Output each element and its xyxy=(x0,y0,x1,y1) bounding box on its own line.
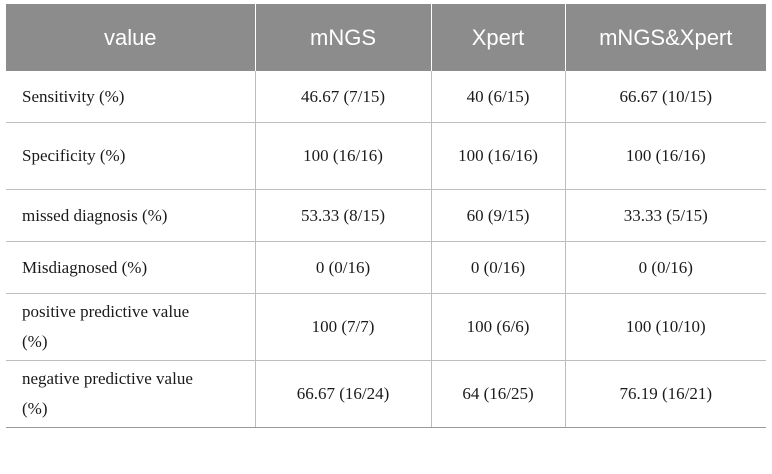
table-cell: 100 (16/16) xyxy=(255,122,432,190)
table-cell: 33.33 (5/15) xyxy=(565,189,766,242)
header-row: value mNGS Xpert mNGS&Xpert xyxy=(6,4,766,71)
table-cell: 46.67 (7/15) xyxy=(255,71,432,123)
table-row: positive predictive value (%) 100 (7/7) … xyxy=(6,293,766,361)
table-cell: 60 (9/15) xyxy=(431,189,566,242)
table-row: negative predictive value (%) 66.67 (16/… xyxy=(6,360,766,428)
row-label: positive predictive value (%) xyxy=(6,293,256,361)
row-label: Sensitivity (%) xyxy=(6,71,256,123)
header-cell-mngs: mNGS xyxy=(255,4,432,71)
table-cell: 40 (6/15) xyxy=(431,71,566,123)
diagnostic-performance-table: value mNGS Xpert mNGS&Xpert Sensitivity … xyxy=(6,4,766,428)
table-cell: 0 (0/16) xyxy=(565,241,766,294)
table-cell: 0 (0/16) xyxy=(431,241,566,294)
results-table-container: value mNGS Xpert mNGS&Xpert Sensitivity … xyxy=(6,4,766,428)
header-cell-value: value xyxy=(6,4,256,71)
table-cell: 100 (16/16) xyxy=(431,122,566,190)
table-row: missed diagnosis (%) 53.33 (8/15) 60 (9/… xyxy=(6,189,766,242)
row-label: Misdiagnosed (%) xyxy=(6,241,256,294)
header-cell-mngs-xpert: mNGS&Xpert xyxy=(565,4,766,71)
row-label: missed diagnosis (%) xyxy=(6,189,256,242)
table-row: Specificity (%) 100 (16/16) 100 (16/16) … xyxy=(6,122,766,190)
table-cell: 100 (10/10) xyxy=(565,293,766,361)
table-cell: 64 (16/25) xyxy=(431,360,566,428)
table-cell: 100 (7/7) xyxy=(255,293,432,361)
table-cell: 53.33 (8/15) xyxy=(255,189,432,242)
table-cell: 66.67 (16/24) xyxy=(255,360,432,428)
table-cell: 100 (6/6) xyxy=(431,293,566,361)
table-cell: 100 (16/16) xyxy=(565,122,766,190)
table-header: value mNGS Xpert mNGS&Xpert xyxy=(6,4,766,71)
table-row: Misdiagnosed (%) 0 (0/16) 0 (0/16) 0 (0/… xyxy=(6,241,766,294)
table-cell: 66.67 (10/15) xyxy=(565,71,766,123)
table-body: Sensitivity (%) 46.67 (7/15) 40 (6/15) 6… xyxy=(6,71,766,428)
table-cell: 0 (0/16) xyxy=(255,241,432,294)
table-row: Sensitivity (%) 46.67 (7/15) 40 (6/15) 6… xyxy=(6,71,766,123)
table-cell: 76.19 (16/21) xyxy=(565,360,766,428)
row-label: negative predictive value (%) xyxy=(6,360,256,428)
header-cell-xpert: Xpert xyxy=(431,4,566,71)
row-label: Specificity (%) xyxy=(6,122,256,190)
